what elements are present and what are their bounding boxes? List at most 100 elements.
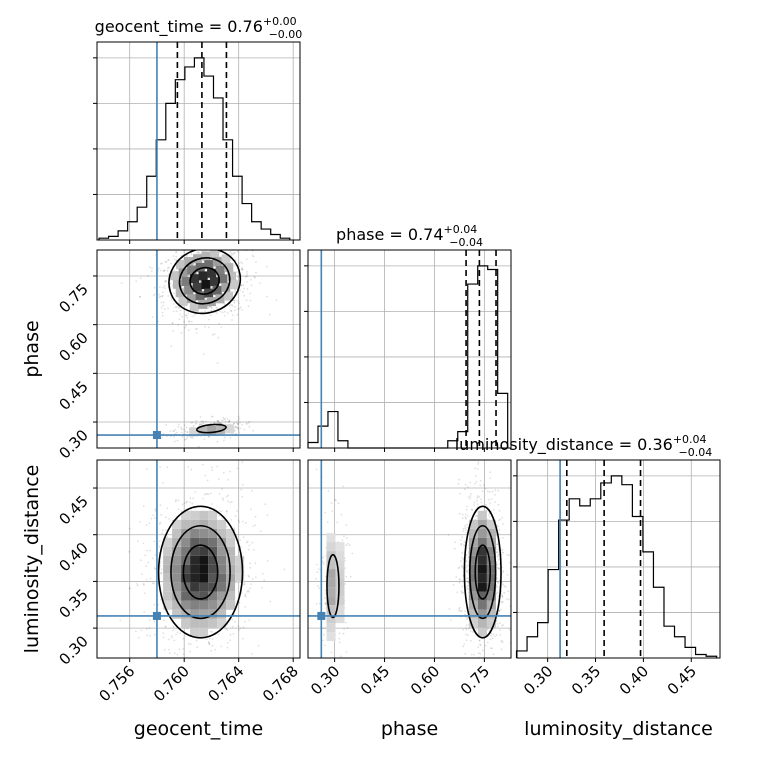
density-cell xyxy=(190,510,200,520)
sample-point xyxy=(344,621,347,624)
sample-point xyxy=(465,627,467,629)
sample-point xyxy=(248,619,251,622)
density-cell xyxy=(195,262,205,272)
sample-point xyxy=(327,490,330,492)
sample-point xyxy=(170,262,172,265)
sample-point xyxy=(269,600,272,603)
density-cell xyxy=(172,600,182,610)
sample-point xyxy=(344,567,346,569)
contour-0-0 xyxy=(189,266,221,295)
density-cell xyxy=(190,564,200,574)
density-cell xyxy=(226,528,236,538)
density-cell xyxy=(190,519,200,529)
density-cell xyxy=(208,582,218,592)
sample-point xyxy=(464,513,467,516)
sample-point xyxy=(496,581,499,583)
sample-point xyxy=(183,438,186,441)
sample-point xyxy=(496,623,499,625)
sample-point xyxy=(238,302,240,304)
density-cell xyxy=(227,271,236,281)
sample-point xyxy=(162,482,165,484)
density-cell xyxy=(206,297,216,307)
sample-point xyxy=(186,431,189,433)
sample-point xyxy=(183,424,186,427)
sample-point xyxy=(190,436,193,439)
density-cell xyxy=(224,263,234,273)
sample-point xyxy=(459,539,462,541)
sample-point xyxy=(233,301,236,304)
sample-point xyxy=(210,314,212,317)
sample-point xyxy=(174,500,177,503)
title-upper-error: +0.00 xyxy=(263,15,297,28)
sample-point xyxy=(245,275,248,277)
sample-point xyxy=(250,508,253,511)
sample-point xyxy=(248,420,251,423)
density-cell xyxy=(468,519,478,529)
sample-point xyxy=(179,632,182,635)
sample-point xyxy=(149,266,151,268)
sample-point xyxy=(266,295,268,298)
sample-point xyxy=(163,285,166,287)
sample-point xyxy=(458,578,461,581)
sample-point xyxy=(237,625,240,628)
truth-marker xyxy=(317,611,326,620)
sample-point xyxy=(324,511,326,514)
sample-point xyxy=(226,312,229,314)
sample-point xyxy=(224,417,227,420)
sample-point xyxy=(458,566,461,569)
density-cell xyxy=(172,591,182,601)
sample-point xyxy=(464,610,466,612)
sample-point xyxy=(463,544,465,546)
sample-point xyxy=(330,502,333,504)
y-tick-label-phase: 0.45 xyxy=(55,377,91,413)
sample-point xyxy=(466,577,469,579)
sample-point xyxy=(195,639,198,642)
sample-point xyxy=(466,570,468,573)
sample-point xyxy=(466,587,469,590)
sample-point xyxy=(250,284,253,287)
sample-point xyxy=(322,563,325,565)
sample-point xyxy=(466,586,468,588)
density-cell xyxy=(326,614,336,624)
density-cell xyxy=(175,259,185,269)
sample-point xyxy=(503,591,506,594)
sample-point xyxy=(197,682,199,684)
sample-point xyxy=(154,568,157,571)
sample-point xyxy=(341,539,344,542)
sample-point xyxy=(186,436,189,439)
sample-point xyxy=(202,422,205,425)
sample-point xyxy=(330,651,333,654)
sample-point xyxy=(192,437,194,439)
sample-point xyxy=(458,512,461,515)
sample-point xyxy=(501,548,504,551)
sample-point xyxy=(231,319,233,321)
density-cell xyxy=(163,573,173,583)
sample-point xyxy=(497,503,500,506)
sample-point xyxy=(181,428,183,431)
sample-point xyxy=(209,637,211,640)
sample-point xyxy=(465,554,468,556)
sample-point xyxy=(223,303,226,306)
sample-point xyxy=(501,639,504,642)
sample-point xyxy=(475,480,478,483)
sample-point xyxy=(229,501,232,504)
sample-point xyxy=(160,599,162,601)
sample-point xyxy=(459,422,461,424)
sample-point xyxy=(477,652,480,654)
sample-point xyxy=(228,420,231,423)
sample-point xyxy=(169,430,172,432)
density-cell xyxy=(486,573,496,583)
density-cell xyxy=(486,609,496,619)
sample-point xyxy=(211,638,214,640)
density-cell xyxy=(190,546,200,556)
density-cell xyxy=(181,277,191,286)
sample-point xyxy=(497,553,500,556)
density-cell xyxy=(477,600,487,610)
sample-point xyxy=(158,522,161,525)
sample-point xyxy=(465,624,468,627)
x-axis-label-phase: phase xyxy=(381,718,438,740)
sample-point xyxy=(467,584,470,587)
sample-point xyxy=(245,422,248,425)
sample-point xyxy=(494,494,496,496)
sample-point xyxy=(229,251,232,254)
